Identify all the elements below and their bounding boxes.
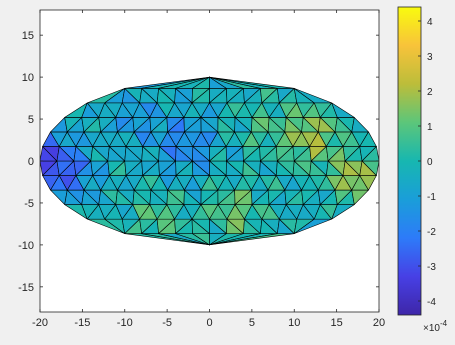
colorbar-tick-label: -4 xyxy=(427,297,436,308)
mesh-triangle xyxy=(209,76,295,89)
mesh-triangle xyxy=(293,88,333,104)
mesh-triangle xyxy=(359,131,377,147)
colorbar-gradient xyxy=(397,6,422,316)
colorbar-tick-label: -1 xyxy=(427,192,436,203)
x-tick-label: 20 xyxy=(373,317,385,329)
x-tick-label: 5 xyxy=(249,317,255,329)
colorbar-exponent: ×10-4 xyxy=(423,319,448,334)
y-tick-label: -15 xyxy=(18,282,34,294)
mesh-triangle xyxy=(351,117,369,133)
y-tick-label: 0 xyxy=(28,156,34,168)
x-tick-label: -10 xyxy=(117,317,133,329)
colorbar-tick-label: 2 xyxy=(427,87,433,98)
mesh-triangle xyxy=(331,102,355,118)
colorbar-tick-label: 3 xyxy=(427,52,433,63)
y-tick-label: 10 xyxy=(22,72,34,84)
colorbar-ticks: -4 -3 -2 -1 0 1 2 3 4 xyxy=(418,17,436,308)
colorbar-tick-label: 0 xyxy=(427,157,433,168)
x-tick-label: -15 xyxy=(74,317,90,329)
x-tick-label: 0 xyxy=(206,317,212,329)
x-tick-label: -5 xyxy=(162,317,172,329)
colorbar-exponent-power: -4 xyxy=(440,319,448,328)
y-tick-label: -5 xyxy=(24,198,34,210)
main-axes: -20 -15 -10 -5 0 5 10 15 20 -15 -10 -5 0 5 10 15 xyxy=(18,9,385,329)
y-axis: -15 -10 -5 0 5 10 15 xyxy=(18,30,379,294)
colorbar-exponent-base: ×10 xyxy=(423,323,440,334)
x-tick-label: -20 xyxy=(32,317,48,329)
mesh-triangle xyxy=(361,146,379,162)
y-tick-label: 15 xyxy=(22,30,34,42)
colorbar-tick-label: 4 xyxy=(427,17,433,28)
y-tick-label: -10 xyxy=(18,240,34,252)
x-tick-label: 10 xyxy=(288,317,300,329)
colorbar-tick-label: -3 xyxy=(427,262,436,273)
y-tick-label: 5 xyxy=(28,114,34,126)
mesh-layer xyxy=(40,76,379,246)
x-axis: -20 -15 -10 -5 0 5 10 15 20 xyxy=(32,10,385,329)
x-tick-label: 15 xyxy=(331,317,343,329)
colorbar-tick-label: -2 xyxy=(427,227,436,238)
colorbar-tick-label: 1 xyxy=(427,122,433,133)
